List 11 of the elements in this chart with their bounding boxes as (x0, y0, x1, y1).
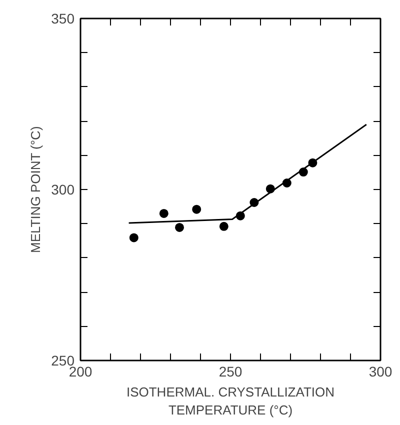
x-axis-title: ISOTHERMAL. CRYSTALLIZATION TEMPERATURE (°C) (126, 384, 335, 418)
y-axis-title: MELTING POINT (°C) (28, 126, 44, 254)
point (175, 222, 184, 232)
point (159, 208, 168, 218)
y-tick-label: 350 (51, 10, 75, 26)
point (129, 233, 138, 242)
point (192, 204, 202, 214)
point (219, 222, 228, 231)
x-tick-label: 300 (368, 364, 392, 380)
y-tick-label: 300 (51, 182, 75, 198)
x-tick-label: 250 (218, 364, 242, 380)
